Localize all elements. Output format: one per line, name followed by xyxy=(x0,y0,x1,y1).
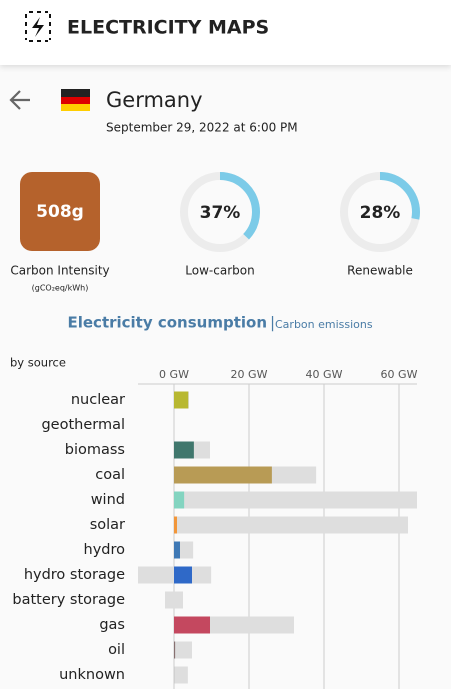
production-bar xyxy=(174,491,185,509)
stat-unit: (gCO₂eq/kWh) xyxy=(32,284,89,293)
carbon-intensity-box xyxy=(20,172,100,251)
production-bar xyxy=(174,616,210,634)
production-bar xyxy=(174,516,177,534)
tab-active[interactable]: Electricity consumption xyxy=(67,314,267,332)
x-tick-label: 20 GW xyxy=(231,368,268,381)
category-label: biomass xyxy=(65,442,125,458)
carbon-intensity-value: 508g xyxy=(36,202,84,222)
capacity-bar xyxy=(165,591,183,609)
x-tick-label: 60 GW xyxy=(381,368,418,381)
production-bar xyxy=(174,466,272,484)
production-bar xyxy=(174,541,180,559)
production-bar xyxy=(174,666,175,684)
category-label: coal xyxy=(95,467,125,483)
tab-separator: | xyxy=(270,314,275,332)
capacity-bar xyxy=(174,491,417,509)
zone-date: September 29, 2022 at 6:00 PM xyxy=(106,121,298,135)
x-tick-label: 40 GW xyxy=(306,368,343,381)
production-bar xyxy=(174,441,194,459)
flag xyxy=(61,89,90,111)
header-bar xyxy=(0,0,451,65)
logo[interactable] xyxy=(25,11,51,42)
chart-subtitle: by source xyxy=(10,356,66,370)
capacity-bar xyxy=(174,666,188,684)
stat-title: Low-carbon xyxy=(185,264,254,278)
capacity-bar xyxy=(174,516,408,534)
stat-title: Carbon Intensity xyxy=(10,264,109,278)
category-label: battery storage xyxy=(12,592,125,608)
donut-label: 28% xyxy=(360,203,401,223)
donut-arc xyxy=(180,172,260,252)
production-bar xyxy=(174,641,176,659)
capacity-bar xyxy=(174,641,192,659)
back-button[interactable] xyxy=(9,90,30,110)
app-title: ELECTRICITY MAPS xyxy=(67,17,269,39)
stat-title: Renewable xyxy=(347,264,413,278)
tab-other[interactable]: Carbon emissions xyxy=(275,318,373,331)
category-label: nuclear xyxy=(71,392,125,408)
donut-arc xyxy=(340,172,420,252)
x-tick-label: 0 GW xyxy=(159,368,189,381)
category-label: solar xyxy=(90,517,125,533)
production-bar xyxy=(174,391,189,409)
category-label: oil xyxy=(108,642,125,658)
donut-label: 37% xyxy=(200,203,241,223)
category-label: unknown xyxy=(59,667,125,683)
category-label: hydro storage xyxy=(24,567,125,583)
production-bar xyxy=(174,566,192,584)
category-label: gas xyxy=(99,617,125,633)
category-label: wind xyxy=(91,492,125,508)
category-label: geothermal xyxy=(41,417,125,433)
category-label: hydro xyxy=(84,542,126,558)
zone-name: Germany xyxy=(106,88,203,112)
